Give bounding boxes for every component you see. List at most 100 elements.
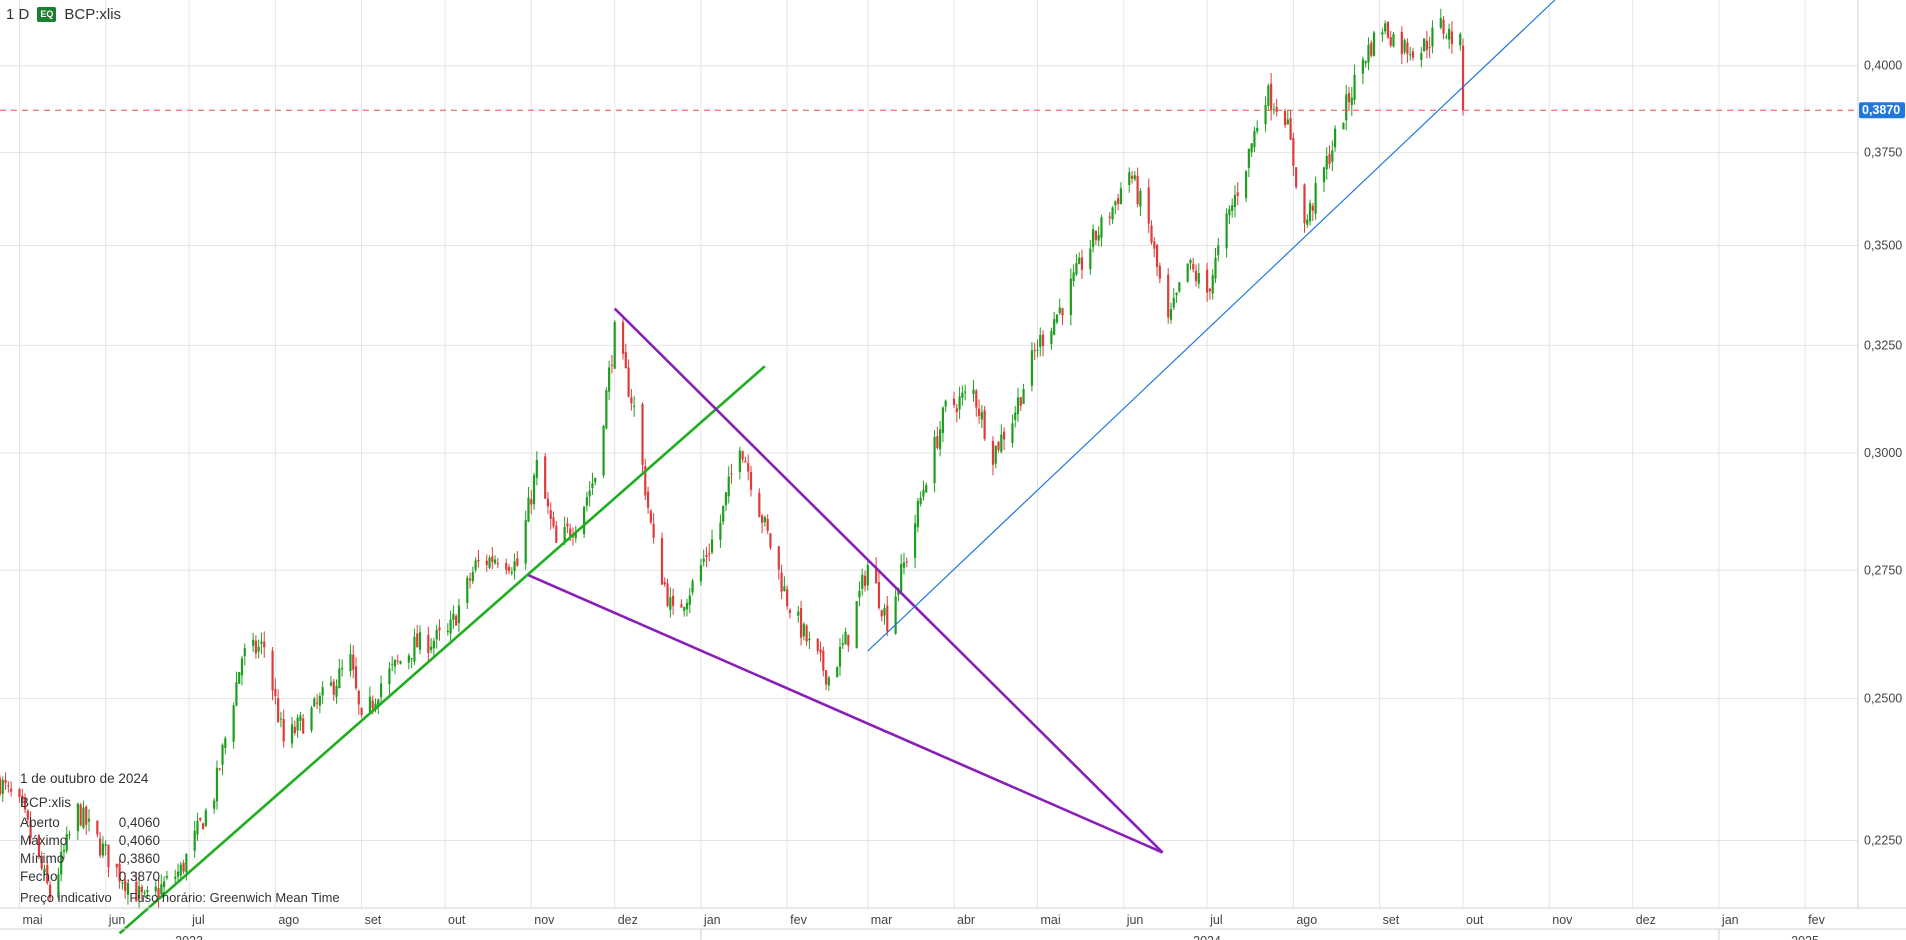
candle-body [1080,257,1084,270]
trendlines [118,0,1556,935]
candle-body [1350,97,1353,106]
candle-body [1033,350,1036,352]
candle-body [585,497,588,506]
candle-body [449,619,452,634]
candle-body [238,672,241,684]
candle-body [485,560,488,565]
candle-body [193,830,196,851]
candle-body [1420,53,1423,61]
candle-body [157,888,160,898]
candle-body [1256,127,1259,132]
candle-body [174,876,177,879]
candle-body [62,849,66,852]
grid [0,0,1858,908]
candle-body [293,726,296,733]
candle-body [605,390,608,429]
candle-body [252,639,255,646]
candle-body [808,638,811,641]
candle-body [583,506,586,534]
x-axis: mai jun jul ago set out nov dez jan fev mar abr mai j… [0,907,1906,940]
y-tick-label: 0,3750 [1864,146,1902,160]
candle-body [952,398,956,406]
timezone-note: Fuso horário: Greenwich Mean Time [129,890,340,905]
candle-body [630,397,633,404]
candle-body [1169,309,1173,320]
candle-body [516,558,519,566]
x-tick-label: fev [1808,913,1825,927]
candle-body [672,595,675,606]
candle-body [1409,54,1412,56]
candle-body [1039,334,1042,348]
candle-body [135,881,138,902]
candle-body [104,844,107,846]
candle-body [836,666,839,678]
candle-body [1325,155,1328,170]
candle-body [802,623,805,637]
candle-body [1211,275,1214,294]
candle-body [101,843,105,856]
candle-body [393,659,397,667]
candle-body [438,627,441,631]
candle-body [215,767,219,802]
candle-body [530,499,533,505]
candle-body [747,463,750,472]
candle-body [232,705,235,742]
candle-body [0,778,2,795]
candle-body [474,560,477,570]
candle-body [783,586,786,592]
candle-body [766,518,769,531]
candle-body [633,405,636,407]
candle-body [1442,19,1445,34]
candle-body [37,834,41,857]
info-row-open: Aberto 0,4060 [20,814,160,832]
candle-body [1061,308,1064,316]
last-price-tag [1859,102,1905,119]
candle-body [1175,292,1178,296]
candle-body [341,667,344,670]
info-row-high: Máximo 0,4060 [20,832,160,850]
candle-body [427,634,430,653]
candle-body [875,566,878,584]
candle-body [761,515,764,523]
candle-body [738,450,741,472]
candle-body [719,522,722,540]
x-tick-label: jun [1126,913,1144,927]
candle-body [758,492,761,517]
candle-body [702,558,705,562]
candle-body [199,817,202,821]
candle-body [1078,257,1081,264]
candle-body [1206,269,1209,293]
candle-body [566,523,569,527]
candle-body [1117,198,1120,204]
candle-body [549,509,552,519]
year-separators [700,929,1720,940]
x-tick-label: mai [1040,913,1060,927]
candle-body [574,532,577,539]
candle-body [649,510,652,523]
candle-body [318,695,321,706]
candle-body [274,688,277,696]
x-tick-label: nov [1552,913,1573,927]
info-value: 0,3870 [118,869,160,884]
candle-body [1459,34,1462,46]
candle-body [1461,45,1465,111]
candle-body [1100,217,1103,238]
candle-body [1189,259,1192,264]
candle-body [379,683,383,698]
candle-body [1217,245,1220,256]
candle-body [235,682,238,706]
interval-button[interactable]: 1 D [6,6,30,23]
candle-body [1308,203,1312,222]
candle-body [861,574,864,589]
candle-body [240,658,244,676]
candle-body [838,646,842,667]
candle-body [883,608,886,616]
candle-body [994,445,997,464]
candle-body [1030,350,1034,386]
symbol-label[interactable]: BCP:xlis [64,6,122,23]
candle-body [855,601,858,649]
candle-body [257,646,260,652]
candle-body [991,441,995,465]
